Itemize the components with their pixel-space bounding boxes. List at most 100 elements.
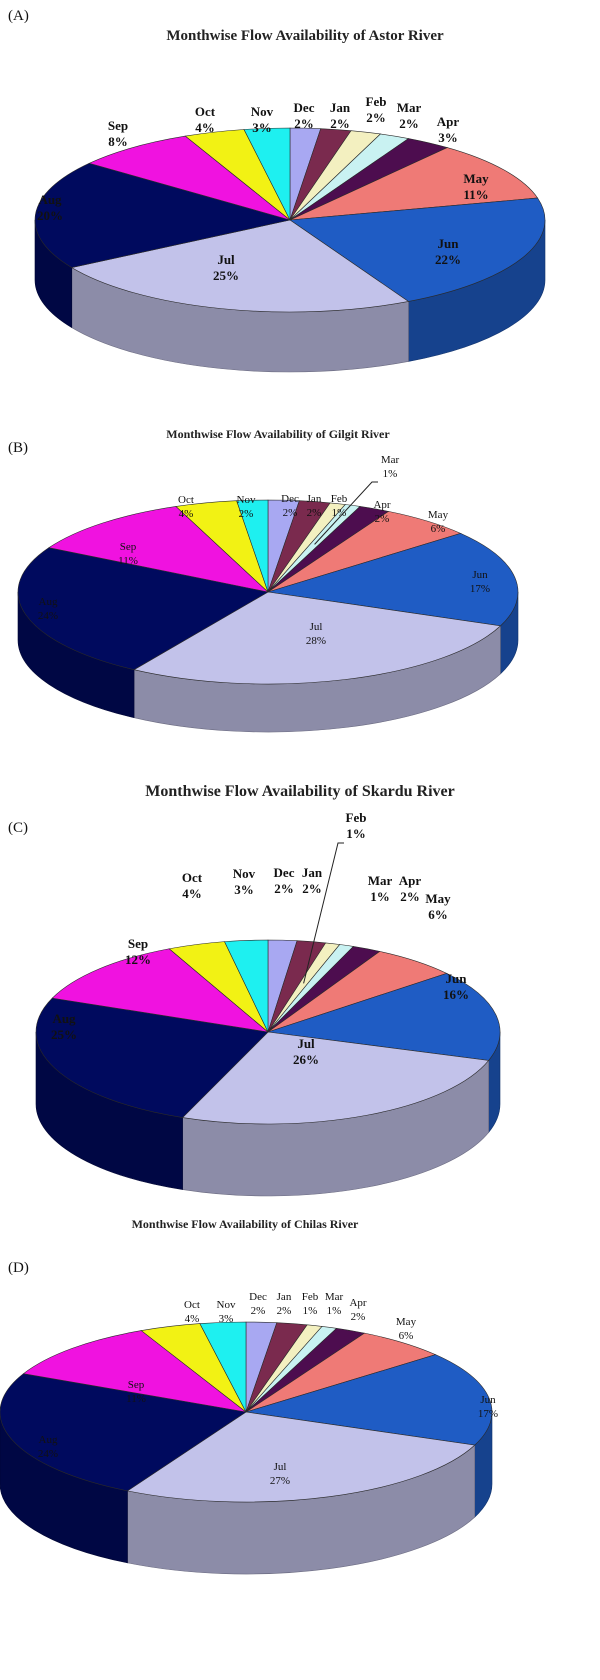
svg-text:Apr: Apr bbox=[399, 873, 422, 888]
svg-text:May: May bbox=[396, 1316, 417, 1328]
svg-text:27%: 27% bbox=[270, 1475, 290, 1487]
svg-text:20%: 20% bbox=[37, 208, 63, 223]
svg-text:2%: 2% bbox=[351, 1311, 366, 1323]
pie-panel-chilas: (D) Monthwise Flow Availability of Chila… bbox=[0, 1217, 600, 1670]
slice-label-mar: Mar 1% bbox=[325, 1291, 344, 1317]
pie-slice-sep bbox=[88, 135, 291, 221]
svg-text:Nov: Nov bbox=[233, 866, 256, 881]
svg-text:1%: 1% bbox=[370, 889, 390, 904]
svg-text:17%: 17% bbox=[478, 1408, 498, 1420]
pie-slice-may bbox=[289, 147, 539, 221]
svg-text:22%: 22% bbox=[435, 252, 461, 267]
pie-slice-nov bbox=[224, 939, 269, 1033]
svg-text:Apr: Apr bbox=[373, 499, 390, 511]
svg-text:2%: 2% bbox=[283, 507, 298, 519]
svg-text:Aug: Aug bbox=[52, 1011, 76, 1026]
svg-text:Jun: Jun bbox=[446, 971, 468, 986]
svg-text:Mar: Mar bbox=[325, 1291, 344, 1303]
slice-label-aug: Aug 24% bbox=[38, 1434, 58, 1460]
pie-slice-aug bbox=[17, 547, 269, 670]
svg-text:1%: 1% bbox=[346, 826, 366, 841]
svg-text:Apr: Apr bbox=[437, 114, 460, 129]
svg-text:Aug: Aug bbox=[39, 1434, 58, 1446]
svg-text:Jul: Jul bbox=[310, 621, 323, 633]
svg-text:Sep: Sep bbox=[128, 1379, 145, 1391]
svg-text:Nov: Nov bbox=[217, 1299, 236, 1311]
svg-text:Jan: Jan bbox=[302, 865, 323, 880]
svg-text:Sep: Sep bbox=[120, 541, 137, 553]
pie-slice-jul bbox=[133, 591, 502, 685]
svg-text:Feb: Feb bbox=[366, 94, 387, 109]
pie-slice-nov bbox=[236, 499, 269, 593]
svg-text:May: May bbox=[428, 509, 449, 521]
svg-text:Oct: Oct bbox=[182, 870, 203, 885]
slice-label-sep: Sep 11% bbox=[118, 541, 138, 567]
svg-text:2%: 2% bbox=[307, 507, 322, 519]
svg-text:2%: 2% bbox=[330, 116, 350, 131]
svg-text:6%: 6% bbox=[431, 523, 446, 535]
svg-text:Aug: Aug bbox=[38, 192, 62, 207]
pie-slice-sep bbox=[48, 506, 269, 593]
svg-text:3%: 3% bbox=[438, 130, 458, 145]
leader-line-mar bbox=[314, 481, 378, 545]
pie-slice-jun bbox=[267, 973, 501, 1061]
svg-text:3%: 3% bbox=[252, 120, 272, 135]
svg-text:3%: 3% bbox=[219, 1313, 234, 1325]
slice-label-jan: Jan 2% bbox=[307, 493, 322, 519]
svg-text:17%: 17% bbox=[470, 583, 490, 595]
pie-slice-jul bbox=[70, 219, 410, 313]
panel-label: (C) bbox=[8, 820, 28, 836]
svg-text:2%: 2% bbox=[239, 508, 254, 520]
panel-label: (B) bbox=[8, 440, 28, 456]
pie-slice-aug bbox=[34, 162, 291, 268]
svg-text:24%: 24% bbox=[38, 1448, 58, 1460]
pie-slice-jun bbox=[289, 197, 546, 302]
svg-text:6%: 6% bbox=[399, 1330, 414, 1342]
svg-text:4%: 4% bbox=[179, 508, 194, 520]
svg-text:25%: 25% bbox=[51, 1027, 77, 1042]
svg-text:2%: 2% bbox=[302, 881, 322, 896]
svg-text:1%: 1% bbox=[327, 1305, 342, 1317]
svg-text:Nov: Nov bbox=[251, 104, 274, 119]
pie-slice-sep bbox=[51, 948, 270, 1033]
svg-text:1%: 1% bbox=[303, 1305, 318, 1317]
svg-text:Oct: Oct bbox=[184, 1299, 200, 1311]
slice-label-sep: Sep 11% bbox=[126, 1379, 146, 1405]
pie-chart-skardu: Monthwise Flow Availability of Skardu Ri… bbox=[35, 783, 501, 1197]
chart-title: Monthwise Flow Availability of Gilgit Ri… bbox=[166, 427, 390, 441]
svg-text:Mar: Mar bbox=[381, 454, 400, 466]
svg-text:Oct: Oct bbox=[178, 494, 194, 506]
svg-text:May: May bbox=[463, 171, 489, 186]
svg-text:Jan: Jan bbox=[307, 493, 322, 505]
slice-label-may: May 6% bbox=[396, 1316, 417, 1342]
svg-text:Dec: Dec bbox=[294, 100, 315, 115]
svg-text:2%: 2% bbox=[274, 881, 294, 896]
pie-slice-jul bbox=[126, 1411, 476, 1503]
svg-text:May: May bbox=[425, 891, 451, 906]
slice-label-nov: Nov 3% bbox=[217, 1299, 236, 1325]
chart-title: Monthwise Flow Availability of Chilas Ri… bbox=[132, 1217, 359, 1231]
svg-text:28%: 28% bbox=[306, 635, 326, 647]
pie-slice-nov bbox=[243, 127, 291, 221]
pie-slice-aug bbox=[35, 997, 269, 1118]
